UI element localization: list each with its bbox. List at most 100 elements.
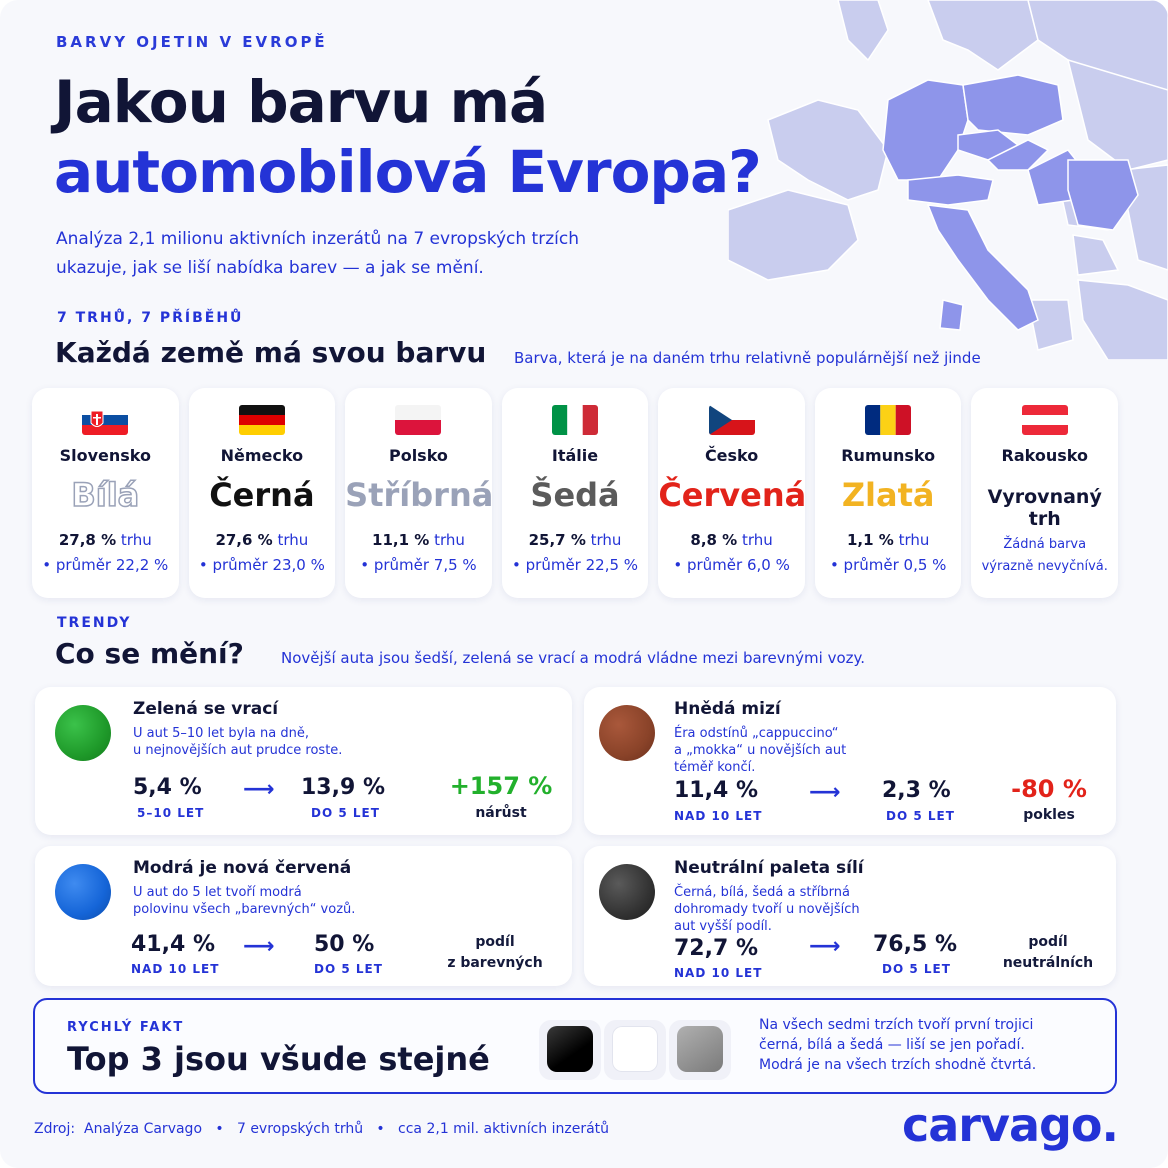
trend-to-value: 76,5 % <box>873 932 957 957</box>
country-card-italie: Itálie Šedá 25,7 % trhu • průměr 22,5 % <box>501 388 649 598</box>
country-average: • průměr 22,2 % <box>42 556 169 574</box>
country-card-slovensko: Slovensko Bílá 27,8 % trhu • průměr 22,2… <box>32 388 179 598</box>
czechia-flag-icon <box>708 405 755 435</box>
intro-text: Analýza 2,1 milionu aktivních inzerátů n… <box>56 229 579 278</box>
trend-share-label: podíl z barevných <box>447 934 543 971</box>
fact-title: Top 3 jsou všude stejné <box>67 1040 490 1078</box>
trend-card-neutral: Neutrální paleta sílí Černá, bílá, šedá … <box>584 846 1116 986</box>
arrow-right-icon: ⟶ <box>243 777 275 802</box>
trend-from-label: 5–10 LET <box>137 806 205 820</box>
page-title-line2: automobilová Evropa? <box>54 138 762 206</box>
country-share: 27,6 % trhu <box>215 531 309 549</box>
country-average: • průměr 22,5 % <box>512 556 639 574</box>
country-card-rakousko: Rakousko Vyrovnaný trh Žádná barva výraz… <box>971 388 1119 598</box>
trend-change: +157 % <box>449 772 553 800</box>
blue-ball-icon <box>55 864 111 920</box>
austria-flag-icon <box>1021 405 1068 435</box>
arrow-right-icon: ⟶ <box>809 934 841 959</box>
trend-title: Neutrální paleta sílí <box>674 858 864 878</box>
country-name: Česko <box>704 446 759 465</box>
country-share: 27,8 % trhu <box>58 531 152 549</box>
trend-share-label: podíl neutrálních <box>1002 934 1094 971</box>
black-swatch <box>539 1020 601 1080</box>
trend-to-value: 13,9 % <box>301 775 385 800</box>
trend-to-value: 2,3 % <box>882 778 951 803</box>
country-name: Slovensko <box>59 446 151 465</box>
trend-from-value: 41,4 % <box>131 932 215 957</box>
country-average: • průměr 6,0 % <box>673 556 790 574</box>
trend-title: Modrá je nová červená <box>133 858 352 878</box>
trend-card-green: Zelená se vrací U aut 5–10 let byla na d… <box>35 687 572 835</box>
brown-ball-icon <box>599 705 655 761</box>
trends-eyebrow: TRENDY <box>57 615 132 631</box>
country-share: 25,7 % trhu <box>528 531 622 549</box>
trend-change-label: nárůst <box>475 805 527 821</box>
fact-text: Na všech sedmi trzích tvoří první trojic… <box>759 1017 1037 1073</box>
germany-flag-icon <box>238 405 285 435</box>
country-name: Polsko <box>388 446 448 465</box>
trend-to-label: DO 5 LET <box>314 962 383 976</box>
quick-fact-box: RYCHLÝ FAKT Top 3 jsou všude stejné Na v… <box>33 998 1117 1094</box>
country-average: • průměr 23,0 % <box>198 556 325 574</box>
country-share: 1,1 % trhu <box>846 531 930 549</box>
country-note: Žádná barva výrazně nevyčnívá. <box>981 537 1108 574</box>
trend-change: -80 % <box>1011 775 1087 803</box>
trend-card-brown: Hnědá mizí Éra odstínů „cappuccino“ a „m… <box>584 687 1116 835</box>
white-swatch <box>604 1020 666 1080</box>
europe-map <box>728 0 1168 360</box>
trends-title: Co se mění? <box>55 637 244 670</box>
trend-to-value: 50 % <box>314 932 375 957</box>
country-card-cesko: Česko Červená 8,8 % trhu • průměr 6,0 % <box>658 388 807 598</box>
trend-to-label: DO 5 LET <box>886 809 955 823</box>
trends-note: Novější auta jsou šedší, zelená se vrací… <box>281 649 866 667</box>
fact-eyebrow: RYCHLÝ FAKT <box>67 1020 185 1035</box>
green-ball-icon <box>55 705 111 761</box>
trend-from-label: NAD 10 LET <box>674 966 763 980</box>
trend-from-value: 72,7 % <box>674 936 758 961</box>
trend-from-label: NAD 10 LET <box>131 962 220 976</box>
country-card-rumunsko: Rumunsko Zlatá 1,1 % trhu • průměr 0,5 % <box>814 388 962 598</box>
italy-flag-icon <box>552 405 599 435</box>
trend-desc: U aut do 5 let tvoří modrá polovinu všec… <box>133 885 356 917</box>
country-cards: Slovensko Bílá 27,8 % trhu • průměr 22,2… <box>32 388 1119 598</box>
markets-title: Každá země má svou barvu <box>55 336 487 369</box>
markets-note: Barva, která je na daném trhu relativně … <box>514 349 981 367</box>
trend-to-label: DO 5 LET <box>882 962 951 976</box>
eyebrow: BARVY OJETIN V EVROPĚ <box>56 33 328 51</box>
trend-to-label: DO 5 LET <box>311 806 380 820</box>
trend-card-blue: Modrá je nová červená U aut do 5 let tvo… <box>35 846 572 986</box>
trend-from-value: 5,4 % <box>133 775 202 800</box>
poland-flag-icon <box>395 405 442 435</box>
trend-from-label: NAD 10 LET <box>674 809 763 823</box>
country-color-name: Stříbrná <box>345 476 494 514</box>
country-card-polsko: Polsko Stříbrná 11,1 % trhu • průměr 7,5… <box>345 388 494 598</box>
country-share: 8,8 % trhu <box>690 531 773 549</box>
gray-swatch <box>669 1020 731 1080</box>
country-share: 11,1 % trhu <box>372 531 465 549</box>
country-color-name: Zlatá <box>841 476 935 514</box>
country-color-name: Červená <box>658 476 807 514</box>
trend-title: Zelená se vrací <box>133 699 279 719</box>
country-name: Německo <box>220 446 304 465</box>
arrow-right-icon: ⟶ <box>809 780 841 805</box>
trend-change-label: pokles <box>1023 807 1075 823</box>
country-average: • průměr 7,5 % <box>360 556 477 574</box>
trend-title: Hnědá mizí <box>674 699 781 719</box>
slovakia-flag-icon <box>82 405 129 435</box>
dark-gray-ball-icon <box>599 864 655 920</box>
country-card-nemecko: Německo Černá 27,6 % trhu • průměr 23,0 … <box>188 388 336 598</box>
trend-desc: Černá, bílá, šedá a stříbrná dohromady t… <box>674 885 860 934</box>
trend-desc: U aut 5–10 let byla na dně, u nejnovější… <box>133 726 343 758</box>
country-color-name: Černá <box>209 476 315 514</box>
arrow-right-icon: ⟶ <box>243 934 275 959</box>
country-average: • průměr 0,5 % <box>829 556 947 574</box>
trend-desc: Éra odstínů „cappuccino“ a „mokka“ u nov… <box>674 726 847 775</box>
source-footer: Zdroj: Analýza Carvago • 7 evropských tr… <box>34 1121 610 1137</box>
country-color-name: Vyrovnaný trh <box>987 486 1102 530</box>
country-color-name: Šedá <box>530 476 620 514</box>
markets-eyebrow: 7 TRHŮ, 7 PŘÍBĚHŮ <box>57 310 244 326</box>
trend-from-value: 11,4 % <box>674 778 758 803</box>
country-color-name: Bílá <box>71 475 140 515</box>
country-name: Rumunsko <box>841 446 936 465</box>
